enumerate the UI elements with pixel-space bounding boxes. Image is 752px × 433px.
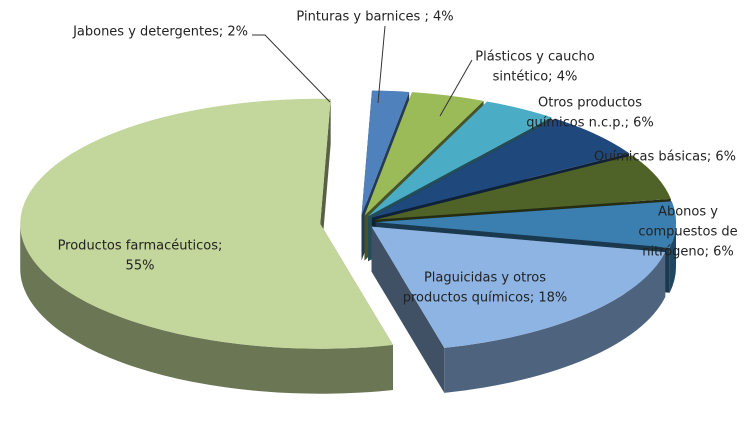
data-label: químicos n.c.p.; 6% xyxy=(526,116,654,131)
slice-top xyxy=(368,101,552,217)
data-label: Químicas básicas; 6% xyxy=(594,150,736,165)
data-label: 55% xyxy=(126,259,155,274)
data-label: productos químicos; 18% xyxy=(403,291,568,306)
slice-top xyxy=(375,155,671,220)
slice xyxy=(371,226,666,393)
slice-top xyxy=(375,201,676,248)
slice-face xyxy=(320,98,331,269)
slice-top xyxy=(364,92,484,216)
slice-top xyxy=(371,118,630,218)
leader-line xyxy=(252,34,331,103)
slice-top xyxy=(361,90,410,216)
data-label: Plaguicidas y otros xyxy=(424,271,546,286)
data-label: Otros productos xyxy=(538,96,642,111)
slice-face xyxy=(371,226,445,393)
data-label: Pinturas y barnices ; 4% xyxy=(296,10,453,25)
slice-top xyxy=(20,98,393,349)
slice-side xyxy=(444,252,666,393)
slice-side xyxy=(669,222,676,293)
data-label: Abonos y xyxy=(658,205,718,220)
data-label: sintético; 4% xyxy=(493,70,578,85)
data-label: Jabones y detergentes; 2% xyxy=(72,25,248,40)
slice-top xyxy=(371,226,666,348)
data-label: compuestos de xyxy=(638,225,737,240)
data-label: nitrógeno; 6% xyxy=(642,245,734,260)
data-label: Productos farmacéuticos; xyxy=(58,239,223,254)
leader-line xyxy=(377,25,386,104)
slice xyxy=(20,98,393,394)
data-label: Plásticos y caucho xyxy=(475,50,594,65)
leader-line xyxy=(439,59,473,117)
slice-side xyxy=(20,223,393,394)
